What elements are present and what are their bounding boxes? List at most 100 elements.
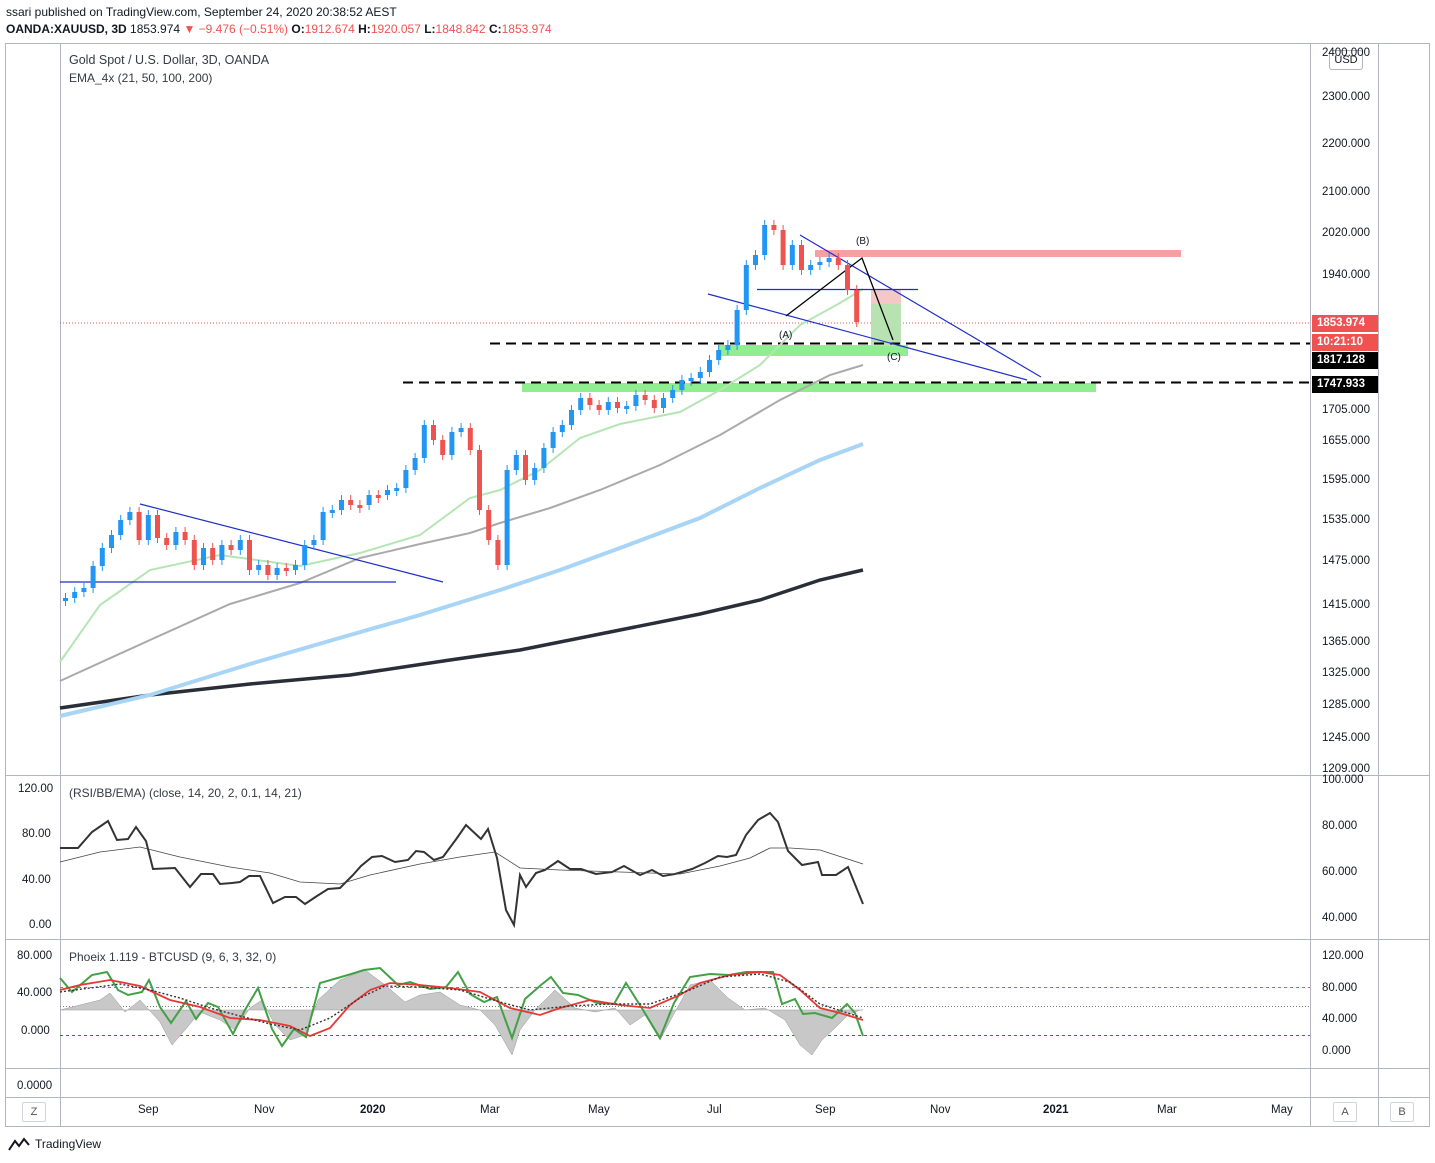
abc-wave[interactable] [785,256,894,341]
currency-label[interactable]: USD [1329,50,1363,70]
price-tick: 2020.000 [1322,227,1370,239]
phoenix-right-tick: 40.000 [1322,1013,1358,1025]
candle-body [293,565,298,570]
candle-body [578,398,584,410]
rsi-ema-line [59,846,864,885]
candle-body [495,540,501,565]
candle-body [191,540,197,565]
candle-body [854,290,860,322]
candle-body [679,380,685,390]
candle-body [486,510,492,540]
resistance-zone[interactable] [815,250,1181,257]
main-pane-title: Gold Spot / U.S. Dollar, 3D, OANDA [69,53,270,67]
time-tick: Mar [1157,1104,1177,1116]
phoenix-dotted-line [59,973,864,1031]
candle-body [799,245,804,270]
candle-body [201,548,206,565]
candle-body [99,548,105,566]
wave-label-c: (C) [887,352,901,363]
candle-body [265,565,271,575]
candle-body [467,428,473,450]
rsi-left-tick: 80.00 [22,828,51,840]
candle-body [339,500,344,510]
auto-scale-button[interactable]: A [1333,1102,1357,1122]
price-tick: 1285.000 [1322,699,1370,711]
candle-body [145,515,151,540]
candle-body [385,490,390,495]
b-button[interactable]: B [1390,1102,1414,1122]
candle-body [164,538,170,545]
candle-body [431,425,436,440]
tradingview-brand: TradingView [35,1137,102,1151]
high-label: H: [358,22,371,36]
candle-body [283,568,289,571]
open-value: 1912.674 [304,22,355,36]
candle-body [219,545,225,560]
phoenix-red-line [59,971,864,1037]
rsi-right-tick: 100.000 [1322,774,1364,786]
candle-body [615,402,620,408]
open-label: O: [291,22,305,36]
support-zone-1[interactable] [718,345,908,356]
candle-body [63,598,68,601]
candle-body [559,425,565,432]
candle-body [237,540,243,550]
low-label: L: [424,22,436,36]
tradingview-logo-icon [8,1137,30,1151]
time-tick: Nov [254,1104,275,1116]
candle-body [210,548,216,560]
price-tick: 1209.000 [1322,763,1370,775]
phoenix-right-tick: 80.000 [1322,982,1358,994]
ema-indicator-title: EMA_4x (21, 50, 100, 200) [69,71,213,85]
candle-body [808,265,814,270]
candle-body [550,432,556,448]
candle-body [817,262,823,265]
candle-body [136,512,142,540]
candle-body [421,425,427,458]
rsi-line [60,811,864,929]
close-value: 1853.974 [501,22,552,36]
price-tick: 1475.000 [1322,555,1370,567]
phoenix-histogram [59,969,863,1056]
candle-body [155,515,160,538]
level-tag-1817: 1817.128 [1312,352,1378,369]
rsi-right-tick: 40.000 [1322,912,1358,924]
candle-body [348,500,354,505]
candle-body [651,400,657,408]
candle-body [835,258,841,265]
price-tick: 1245.000 [1322,732,1370,744]
publish-info: ssari published on TradingView.com, Sept… [6,5,397,19]
price-tick: 1325.000 [1322,667,1370,679]
price-change: ▼ −9.476 (−0.51%) [183,22,289,36]
support-zone-2[interactable] [522,383,1096,392]
rsi-right-tick: 80.000 [1322,820,1358,832]
candle-body [81,588,87,592]
empty-pane-tick: 0.0000 [17,1080,53,1092]
last-price-tag: 1853.974 [1312,315,1378,332]
high-value: 1920.057 [370,22,421,36]
price-tick: 2400.000 [1322,47,1370,59]
price-tick: 1365.000 [1322,636,1370,648]
candle-body [845,265,850,290]
wedge-lower-line[interactable] [707,293,1028,381]
phoenix-right-tick: 0.000 [1322,1045,1351,1057]
candle-body [127,512,133,520]
candle-body [357,505,363,508]
candle-body [247,540,252,570]
rsi-right-tick: 60.000 [1322,866,1358,878]
rsi-left-tick: 0.00 [29,919,52,931]
candle-body [707,360,712,372]
candle-body [541,448,547,468]
time-tick: Jul [707,1104,722,1116]
time-axis[interactable] [5,1097,1430,1127]
candle-body [458,428,464,432]
time-tick: May [1271,1104,1293,1116]
time-tick: Nov [930,1104,951,1116]
rsi-pane-title: (RSI/BB/EMA) (close, 14, 20, 2, 0.1, 14,… [69,786,302,800]
candle-body [329,510,335,513]
triangle-upper-line[interactable] [139,503,444,583]
low-value: 1848.842 [435,22,486,36]
candle-body [320,512,326,540]
tradingview-logo[interactable]: TradingView [8,1137,101,1151]
zoom-button[interactable]: Z [22,1102,46,1122]
